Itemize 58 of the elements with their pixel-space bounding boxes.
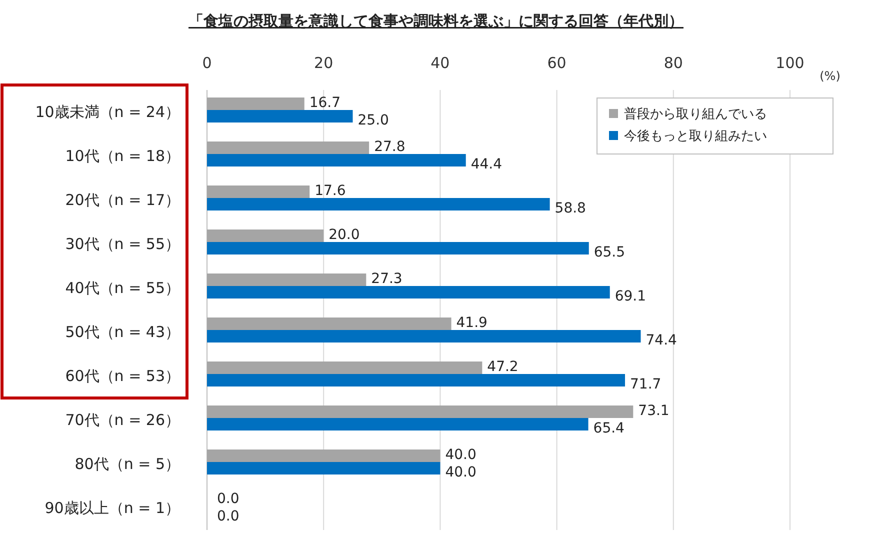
y-tick-label: 40代（n = 55） (65, 279, 180, 297)
x-tick-label: 0 (202, 54, 212, 72)
x-tick-label: 80 (664, 54, 683, 72)
data-label: 25.0 (358, 112, 389, 128)
data-label: 74.4 (646, 332, 678, 348)
data-label: 17.6 (314, 183, 346, 199)
bar (207, 374, 626, 386)
bar (207, 186, 310, 198)
data-label: 65.5 (594, 244, 626, 260)
bar (207, 450, 440, 462)
y-tick-label: 10歳未満（n = 24） (35, 103, 180, 121)
bar (207, 330, 641, 342)
data-label: 16.7 (309, 95, 341, 111)
data-label: 71.7 (630, 376, 662, 392)
bar (207, 462, 440, 474)
bar (207, 418, 588, 430)
y-tick-label: 70代（n = 26） (65, 411, 180, 429)
x-tick-label: 20 (314, 54, 334, 72)
x-tick-label: 100 (776, 54, 804, 72)
data-label: 65.4 (593, 420, 625, 436)
bar (207, 98, 304, 110)
bar (207, 154, 466, 166)
data-label: 69.1 (614, 288, 646, 304)
data-label: 27.8 (374, 139, 406, 155)
bar (207, 286, 610, 298)
bar (207, 142, 370, 154)
data-label: 0.0 (217, 491, 240, 507)
x-tick-label: 40 (430, 54, 450, 72)
y-tick-label: 50代（n = 43） (65, 323, 180, 341)
y-tick-label: 90歳以上（n = 1） (44, 499, 180, 517)
data-label: 41.9 (456, 315, 488, 331)
y-tick-label: 10代（n = 18） (65, 147, 180, 165)
chart-title: 「食塩の摂取量を意識して食事や調味料を選ぶ」に関する回答（年代別） (188, 12, 684, 30)
y-tick-label: 60代（n = 53） (65, 367, 180, 385)
bar (207, 362, 482, 374)
data-label: 73.1 (638, 403, 670, 419)
data-label: 20.0 (328, 227, 360, 243)
data-label: 44.4 (470, 156, 502, 172)
bar (207, 318, 452, 330)
data-label: 40.0 (445, 447, 476, 463)
y-tick-label: 20代（n = 17） (65, 191, 180, 209)
bar (207, 110, 353, 122)
bar (207, 274, 366, 286)
data-label: 47.2 (487, 359, 518, 375)
bar (207, 198, 550, 210)
bar (207, 406, 634, 418)
y-tick-label: 80代（n = 5） (74, 455, 180, 473)
data-label: 0.0 (217, 508, 240, 524)
x-tick-label: 60 (547, 54, 566, 72)
legend-label: 今後もっと取り組みたい (624, 129, 767, 144)
y-tick-label: 30代（n = 55） (65, 235, 180, 253)
x-axis-title: (%) (820, 69, 840, 83)
bar (207, 242, 589, 254)
legend-label: 普段から取り組んでいる (624, 106, 767, 122)
data-label: 40.0 (445, 464, 476, 480)
data-label: 27.3 (371, 271, 402, 287)
data-label: 58.8 (554, 200, 586, 216)
bar (207, 230, 324, 242)
